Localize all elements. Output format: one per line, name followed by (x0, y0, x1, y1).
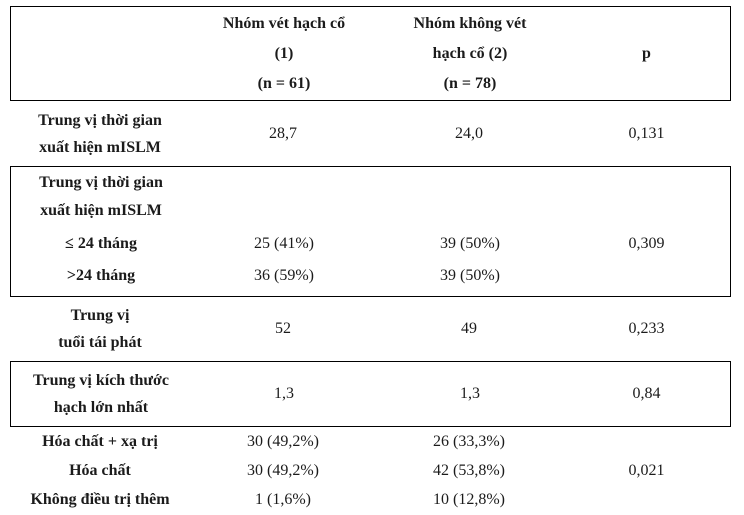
value-group2: 49 (461, 320, 477, 338)
p-value: 0,84 (632, 385, 661, 403)
value-group1: 28,7 (269, 124, 297, 142)
statistics-table: Nhóm vét hạch cổ (1) (n = 61) Nhóm không… (10, 6, 731, 514)
row-median-recurrence-age: Trung vị tuổi tái phát 52 49 0,233 (10, 297, 731, 361)
header-group2-line1: Nhóm không vét (413, 14, 527, 32)
header-group1-line2: (1) (274, 44, 294, 62)
value-group1: 25 (41%) (254, 234, 314, 252)
value-group1: 1,3 (274, 385, 294, 403)
row-label: Hóa chất + xạ trị (42, 432, 158, 450)
p-value (563, 260, 730, 292)
header-p-label: p (642, 44, 651, 62)
value-group2: 24,0 (455, 124, 483, 142)
section-subtitle-line1: Trung vị thời gian (39, 174, 163, 191)
value-group1: 36 (59%) (254, 267, 314, 285)
header-group1: Nhóm vét hạch cổ (1) (n = 61) (191, 7, 377, 100)
value-group2: 1,3 (460, 385, 480, 403)
value-group2: 26 (33,3%) (433, 432, 505, 450)
p-value: 0,131 (628, 124, 665, 142)
row-label: Trung vị thời gian xuất hiện mISLM (10, 101, 190, 166)
section-mislm-time-split: Trung vị thời gian xuất hiện mISLM ≤ 24 … (10, 166, 731, 297)
row-mislm-median-time: Trung vị thời gian xuất hiện mISLM 28,7 … (10, 101, 731, 166)
value-group1: 52 (275, 320, 291, 338)
row-label: ≤ 24 tháng (65, 234, 137, 252)
row-label-line1: Trung vị thời gian (38, 111, 162, 129)
p-value: 0,021 (628, 461, 665, 479)
header-empty-cell (11, 7, 191, 100)
value-group2: 10 (12,8%) (433, 490, 505, 508)
row-label-line2: tuổi tái phát (58, 334, 142, 351)
value-group1: 30 (49,2%) (247, 461, 319, 479)
section-treatment: Hóa chất + xạ trị 30 (49,2%) 26 (33,3%) … (10, 427, 731, 514)
row-label-line2: xuất hiện mISLM (39, 138, 161, 156)
value-group2: 39 (50%) (440, 234, 500, 252)
section-subtitle-line2: xuất hiện mISLM (40, 202, 162, 219)
header-group1-line3: (n = 61) (257, 74, 311, 92)
row-label: Không điều trị thêm (30, 490, 170, 508)
row-label: >24 tháng (66, 267, 136, 285)
table-header-row: Nhóm vét hạch cổ (1) (n = 61) Nhóm không… (10, 6, 731, 101)
row-label: Trung vị kích thước hạch lớn nhất (11, 362, 191, 426)
row-median-node-size: Trung vị kích thước hạch lớn nhất 1,3 1,… (10, 361, 731, 427)
value-group1: 1 (1,6%) (255, 490, 311, 508)
header-group2-line2: hạch cổ (2) (432, 44, 508, 62)
header-group2-line3: (n = 78) (443, 74, 497, 92)
p-value (562, 485, 731, 514)
value-group1: 30 (49,2%) (247, 432, 319, 450)
p-value (562, 427, 731, 456)
value-group2: 39 (50%) (440, 267, 500, 285)
header-group1-line1: Nhóm vét hạch cổ (222, 14, 346, 32)
row-label: Trung vị tuổi tái phát (10, 297, 190, 361)
row-label: Hóa chất (69, 461, 131, 479)
p-value: 0,309 (628, 234, 665, 252)
row-label-line2: hạch lớn nhất (53, 399, 149, 416)
section-subtitle: Trung vị thời gian xuất hiện mISLM (11, 167, 191, 227)
row-label-line1: Trung vị (70, 307, 130, 324)
value-group2: 42 (53,8%) (433, 461, 505, 479)
p-value: 0,233 (628, 320, 665, 338)
header-group2: Nhóm không vét hạch cổ (2) (n = 78) (377, 7, 563, 100)
row-label-line1: Trung vị kích thước (33, 372, 169, 389)
